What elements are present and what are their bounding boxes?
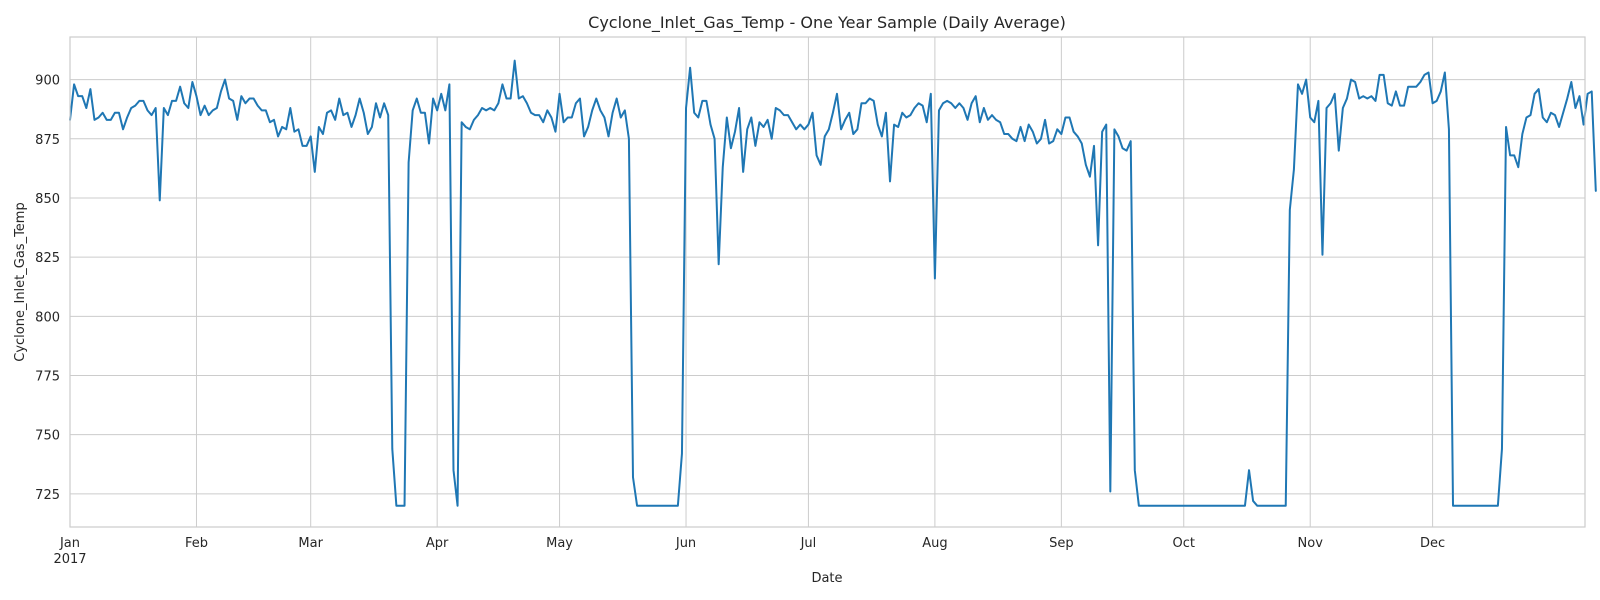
x-tick-label: Sep [1049,536,1074,551]
y-axis-ticks: 725 750 775 800 825 850 875 900 [35,74,60,503]
x-tick-label: Feb [185,536,208,551]
x-tick-label: May [546,536,573,551]
x-tick-label: Mar [298,536,323,551]
x-tick-label: Jan [59,536,80,551]
y-axis-label: Cyclone_Inlet_Gas_Temp [13,202,28,361]
y-tick-label: 850 [35,192,60,207]
chart-title: Cyclone_Inlet_Gas_Temp - One Year Sample… [588,13,1066,33]
x-tick-label: Jun [675,536,696,551]
y-tick-label: 775 [35,370,60,385]
y-tick-label: 750 [35,429,60,444]
x-tick-label: Dec [1420,536,1445,551]
x-tick-label: Oct [1173,536,1195,551]
x-tick-label: Apr [426,536,449,551]
x-year-label: 2017 [53,552,86,567]
x-axis-ticks: Jan Feb Mar Apr May Jun Jul Aug Sep Oct Nov Dec [59,536,1445,551]
series-line [69,59,1597,507]
y-tick-label: 725 [35,488,60,503]
y-tick-label: 900 [35,74,60,89]
series-layer [69,59,1597,507]
y-tick-label: 825 [35,251,60,266]
y-tick-label: 875 [35,133,60,148]
x-tick-label: Jul [800,536,817,551]
x-tick-label: Aug [922,536,947,551]
y-tick-label: 800 [35,310,60,325]
x-axis-label: Date [811,571,842,586]
plot-frame [69,36,1586,528]
x-tick-label: Nov [1298,536,1324,551]
